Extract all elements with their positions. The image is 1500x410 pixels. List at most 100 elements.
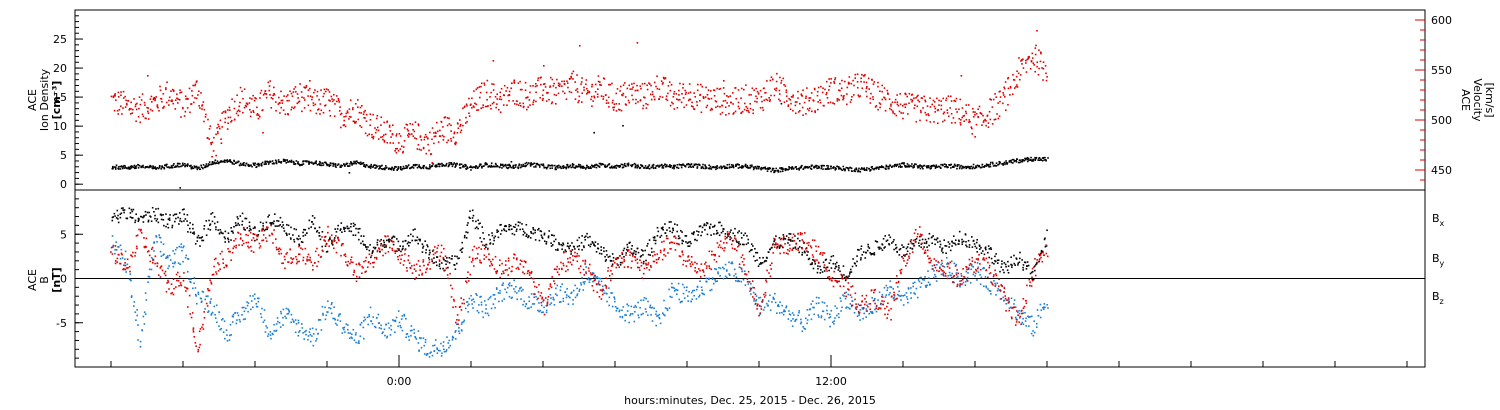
data-point [649, 254, 652, 256]
data-point [758, 256, 761, 259]
data-point [540, 304, 543, 307]
data-point [552, 298, 555, 301]
data-point [965, 112, 968, 115]
data-point [728, 273, 730, 275]
data-point [512, 225, 515, 228]
data-point [732, 166, 735, 169]
data-point [196, 236, 199, 239]
data-point [800, 321, 803, 324]
data-point [187, 270, 189, 273]
data-point [668, 307, 671, 309]
data-point [762, 256, 764, 259]
data-point [153, 167, 155, 169]
data-point [521, 165, 524, 168]
data-point [491, 232, 493, 234]
data-point [1028, 325, 1030, 327]
data-point [570, 75, 572, 78]
data-point [650, 166, 653, 169]
data-point [354, 223, 356, 226]
data-point [559, 165, 562, 168]
data-point [851, 300, 854, 302]
data-point [318, 98, 320, 101]
data-point [627, 164, 629, 167]
data-point [1025, 62, 1027, 64]
data-point [380, 124, 382, 126]
data-point [150, 165, 152, 168]
data-point [836, 314, 838, 317]
data-point [112, 167, 114, 169]
data-point [980, 276, 983, 279]
data-point [676, 230, 678, 233]
data-point [814, 88, 816, 91]
data-point [580, 284, 583, 286]
data-point [145, 299, 148, 301]
data-point [465, 168, 468, 170]
data-point [866, 304, 868, 307]
data-point [655, 165, 658, 167]
data-point [606, 254, 608, 256]
data-point [1014, 306, 1017, 308]
data-point [461, 329, 463, 332]
data-point [841, 306, 843, 309]
data-point [364, 117, 366, 119]
data-point [701, 292, 703, 295]
data-point [167, 267, 169, 270]
data-point [114, 93, 116, 95]
data-point [842, 294, 844, 296]
data-point [485, 162, 487, 165]
data-point [374, 131, 377, 134]
data-point [536, 162, 538, 165]
data-point [381, 164, 383, 167]
data-point [826, 164, 828, 167]
data-point [480, 295, 482, 298]
data-point [603, 250, 605, 253]
data-point [222, 331, 225, 334]
tick-label: 0 [60, 273, 67, 286]
data-point [610, 292, 612, 294]
data-point [576, 91, 579, 93]
data-point [140, 165, 143, 168]
data-point [216, 321, 218, 324]
data-point [838, 316, 840, 319]
data-point [803, 101, 806, 104]
data-point [696, 166, 699, 168]
data-point [562, 242, 564, 244]
data-point [184, 110, 187, 113]
data-point [676, 106, 679, 109]
data-point [723, 228, 725, 230]
data-point [434, 131, 437, 134]
data-point [143, 101, 146, 104]
data-point [916, 296, 919, 299]
data-point [731, 92, 734, 94]
data-point [582, 289, 585, 291]
data-point [256, 305, 259, 308]
data-point [310, 226, 312, 228]
data-point [1013, 87, 1016, 89]
data-point [426, 244, 428, 246]
data-point [972, 265, 975, 268]
data-point [705, 167, 708, 169]
data-point [804, 328, 807, 330]
data-point [648, 82, 650, 84]
data-point [875, 167, 878, 170]
data-point [934, 167, 937, 169]
data-point [439, 129, 441, 132]
data-point [915, 120, 918, 123]
data-point [249, 97, 251, 99]
data-point [753, 300, 755, 302]
data-point [242, 97, 244, 100]
data-point [938, 99, 940, 102]
data-point [600, 249, 603, 252]
data-point [636, 165, 638, 167]
data-point [943, 119, 946, 122]
data-point [997, 163, 1000, 166]
data-point [374, 127, 376, 129]
data-point [675, 98, 678, 100]
data-point [600, 84, 602, 86]
data-point [337, 163, 340, 165]
data-point [198, 104, 200, 107]
data-point [919, 167, 922, 170]
data-point [562, 90, 564, 93]
data-point [517, 82, 520, 84]
tick-label: 5 [60, 228, 67, 241]
